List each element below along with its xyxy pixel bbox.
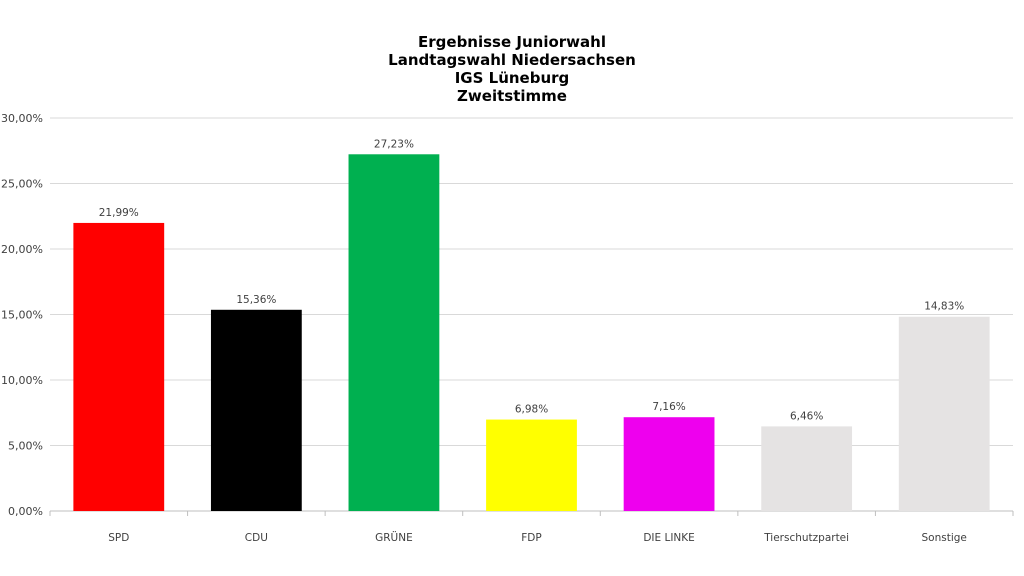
y-tick-label: 25,00% [1,178,43,191]
data-label: 6,46% [790,410,823,422]
chart-title-line-4: Zweitstimme [457,87,567,105]
chart-title-line-3: IGS Lüneburg [454,69,570,87]
category-label: Sonstige [922,532,967,544]
category-label: Tierschutzpartei [763,532,849,544]
bar [73,222,165,511]
data-label: 15,36% [236,294,276,306]
y-tick-label: 0,00% [8,505,43,518]
bar [486,419,577,511]
y-tick-label: 30,00% [1,112,43,125]
chart-title-line-2: Landtagswahl Niedersachsen [388,51,636,69]
data-label: 6,98% [515,404,548,416]
data-label: 14,83% [924,301,964,313]
bar [210,309,302,511]
category-label: DIE LINKE [643,532,694,544]
bar [761,426,853,511]
data-label: 27,23% [374,138,414,150]
category-label: SPD [108,532,129,544]
y-tick-label: 10,00% [1,374,43,387]
category-label: FDP [521,532,541,544]
category-label: CDU [245,532,268,544]
y-tick-label: 15,00% [1,309,43,322]
data-label: 21,99% [99,207,139,219]
chart-title: Ergebnisse Juniorwahl Landtagswahl Niede… [0,33,1024,105]
chart-title-line-1: Ergebnisse Juniorwahl [418,33,606,51]
bar [898,316,990,511]
y-tick-label: 20,00% [1,243,43,256]
bar [348,154,440,512]
category-label: GRÜNE [375,531,413,544]
y-tick-label: 5,00% [8,440,43,453]
data-label: 7,16% [652,401,685,413]
bar [623,417,715,511]
